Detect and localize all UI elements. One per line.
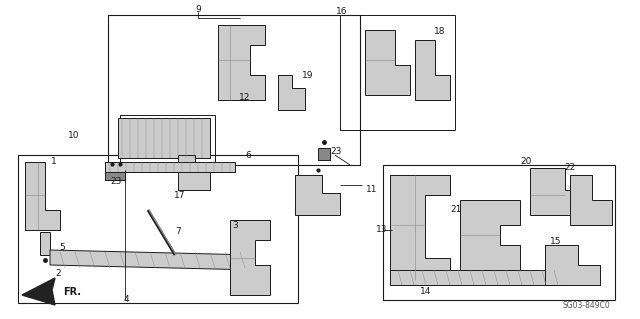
Polygon shape bbox=[118, 118, 210, 158]
Polygon shape bbox=[390, 270, 565, 285]
Text: 7: 7 bbox=[175, 227, 181, 236]
Text: 19: 19 bbox=[302, 70, 314, 79]
Polygon shape bbox=[530, 168, 590, 215]
Polygon shape bbox=[365, 30, 410, 95]
Polygon shape bbox=[278, 75, 305, 110]
Polygon shape bbox=[460, 200, 520, 270]
Polygon shape bbox=[230, 220, 270, 295]
Polygon shape bbox=[50, 250, 255, 270]
Text: 10: 10 bbox=[68, 130, 80, 139]
Text: 6: 6 bbox=[245, 151, 251, 160]
Text: 15: 15 bbox=[550, 238, 562, 247]
Bar bbox=[383, 165, 615, 300]
Text: 14: 14 bbox=[420, 287, 432, 296]
Polygon shape bbox=[178, 155, 210, 190]
Text: 21: 21 bbox=[451, 205, 461, 214]
Text: 12: 12 bbox=[239, 93, 251, 102]
Bar bbox=[108, 15, 360, 165]
Text: 17: 17 bbox=[174, 190, 186, 199]
Polygon shape bbox=[295, 175, 340, 215]
Text: 13: 13 bbox=[376, 226, 388, 234]
Text: SG03-849C0: SG03-849C0 bbox=[563, 301, 610, 310]
Text: 18: 18 bbox=[435, 27, 445, 36]
Polygon shape bbox=[545, 245, 600, 285]
Text: 23: 23 bbox=[330, 147, 342, 157]
Bar bbox=[18, 155, 298, 303]
Text: 4: 4 bbox=[123, 295, 129, 305]
Polygon shape bbox=[318, 148, 330, 160]
Text: FR.: FR. bbox=[63, 287, 81, 297]
Polygon shape bbox=[390, 175, 450, 280]
Polygon shape bbox=[570, 175, 612, 225]
Polygon shape bbox=[415, 40, 450, 100]
Text: 23: 23 bbox=[110, 177, 122, 187]
Bar bbox=[120, 115, 215, 163]
Text: 2: 2 bbox=[55, 270, 61, 278]
Polygon shape bbox=[40, 232, 50, 255]
Text: 1: 1 bbox=[51, 158, 57, 167]
Polygon shape bbox=[105, 162, 235, 172]
Polygon shape bbox=[105, 168, 125, 180]
Text: 3: 3 bbox=[232, 220, 238, 229]
Text: 5: 5 bbox=[59, 243, 65, 253]
Text: 20: 20 bbox=[520, 158, 532, 167]
Text: 9: 9 bbox=[195, 5, 201, 14]
Polygon shape bbox=[22, 278, 55, 305]
Polygon shape bbox=[25, 162, 60, 230]
Polygon shape bbox=[218, 25, 265, 100]
Text: 11: 11 bbox=[366, 186, 378, 195]
Text: 16: 16 bbox=[336, 8, 348, 17]
Text: 22: 22 bbox=[564, 164, 575, 173]
